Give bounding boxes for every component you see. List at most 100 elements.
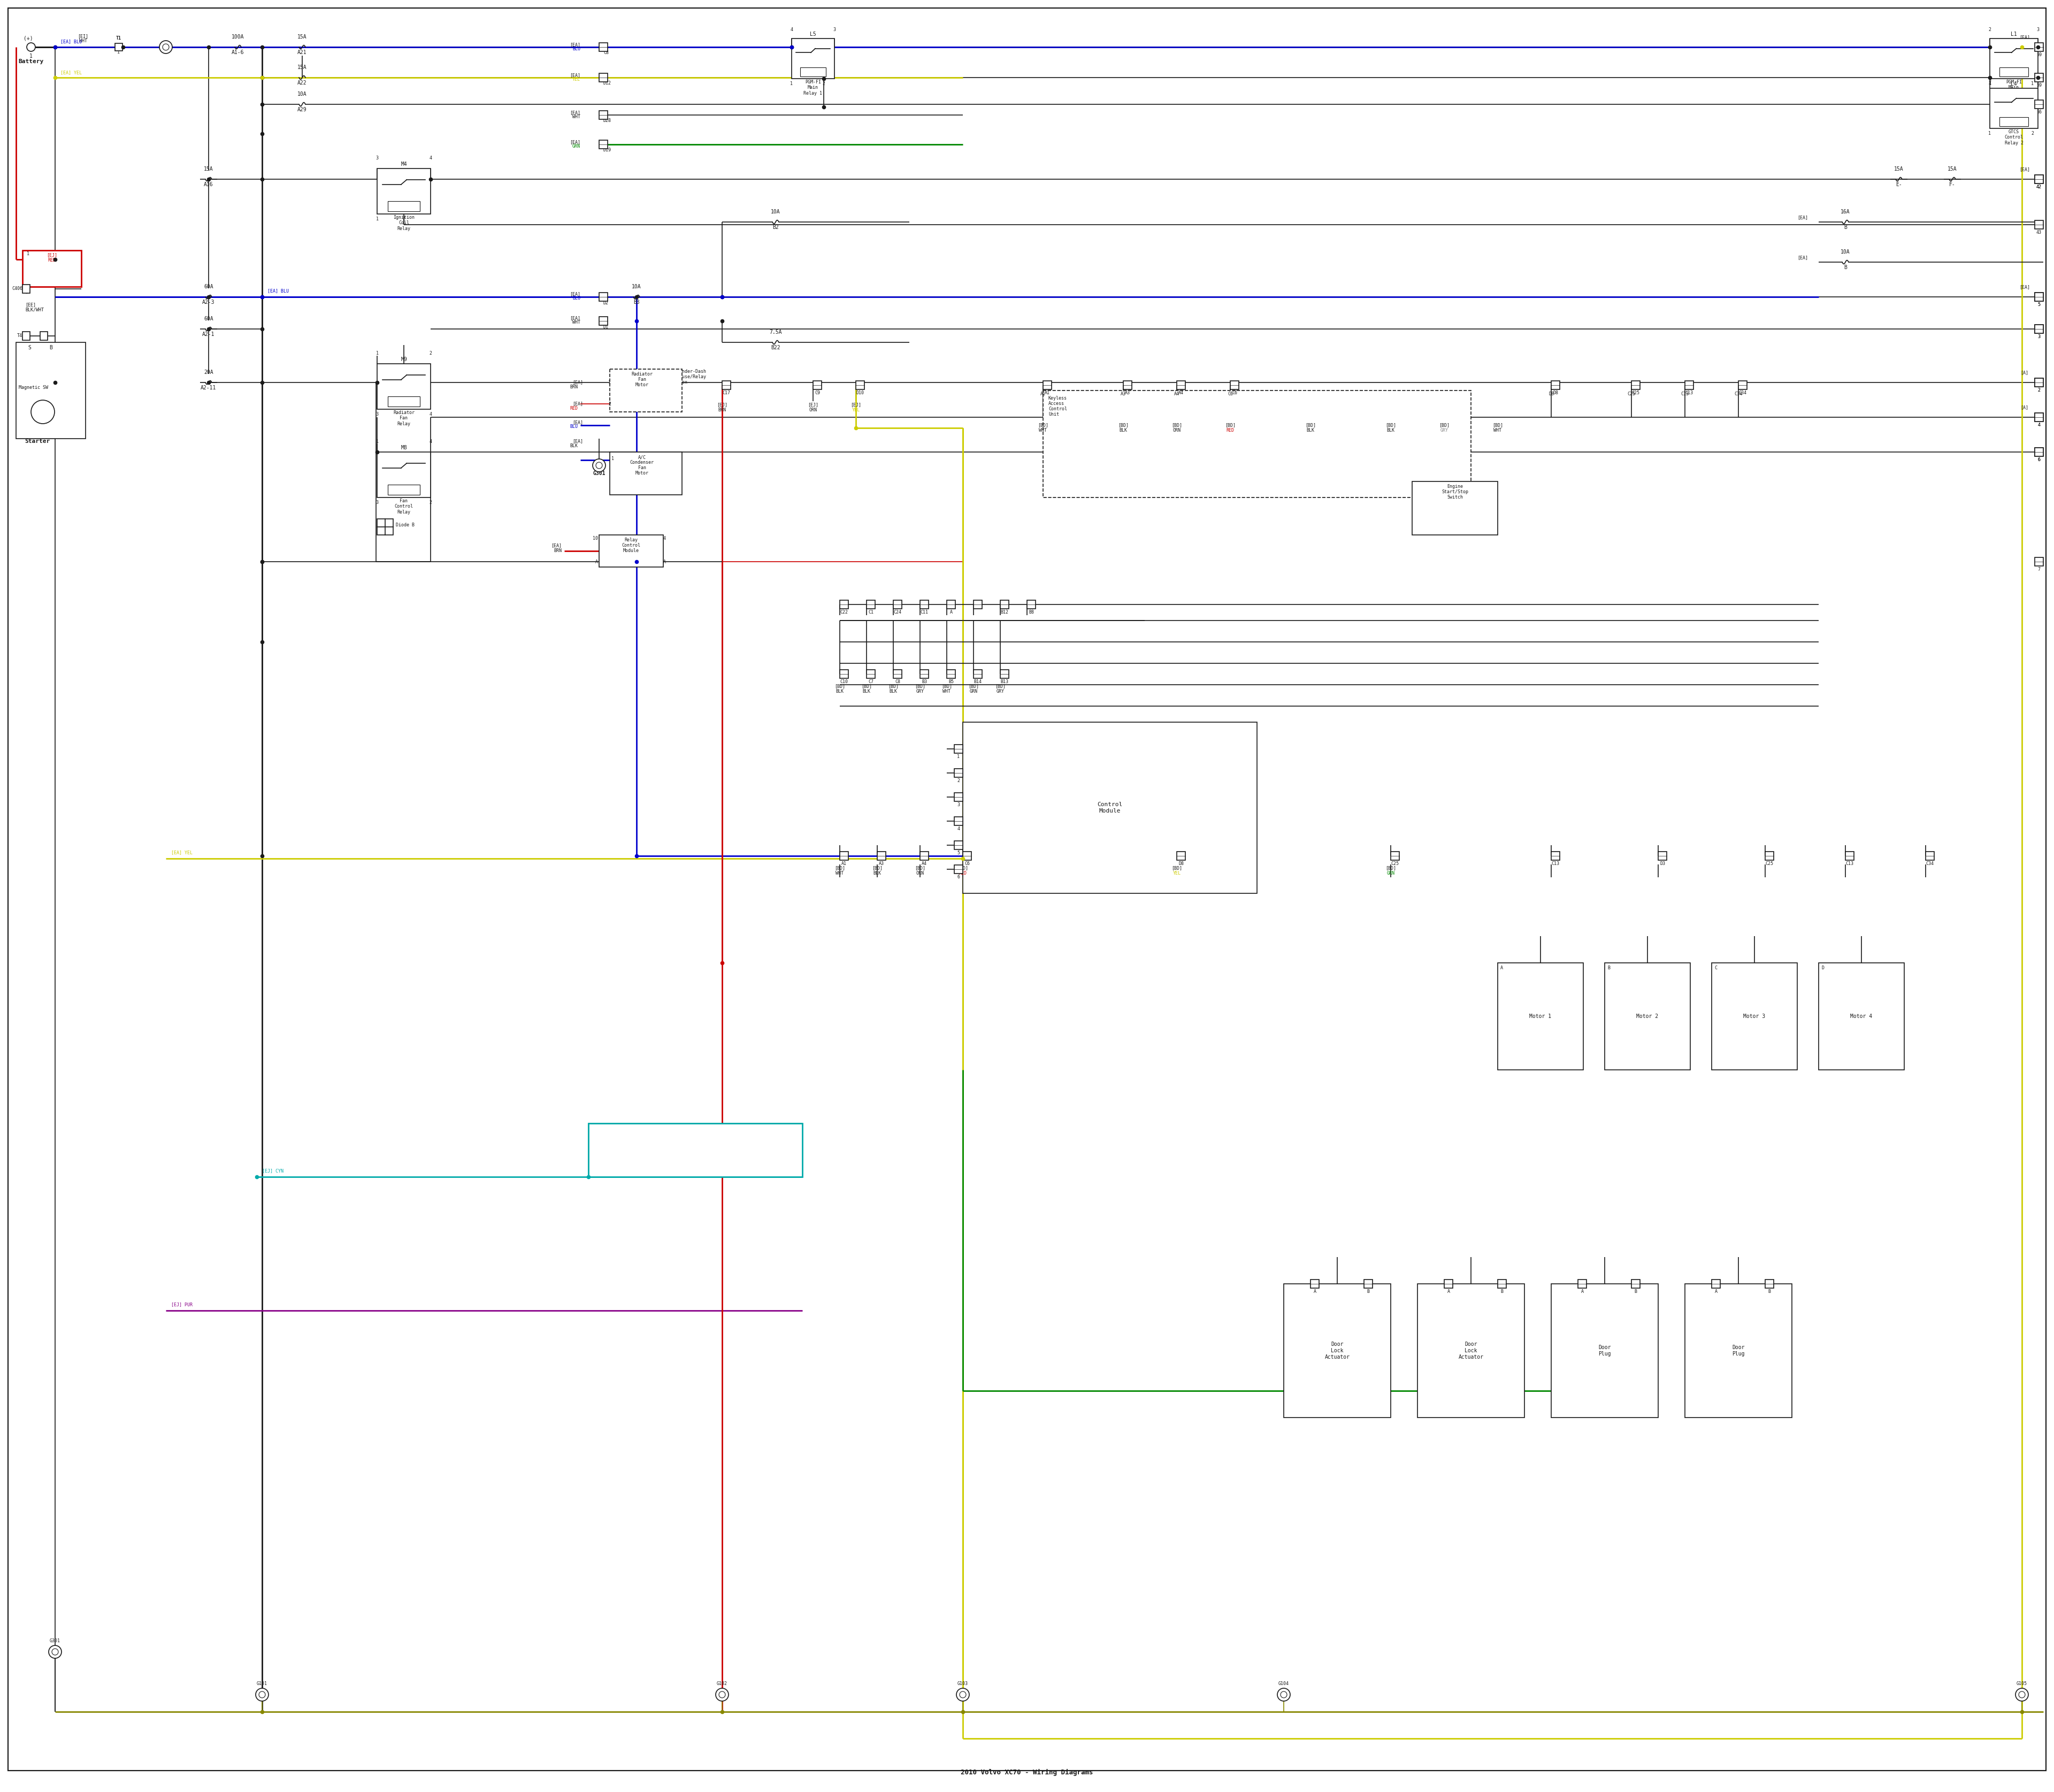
Text: 1: 1 (608, 380, 612, 385)
Text: C13: C13 (1680, 392, 1688, 396)
Bar (1444, 1279, 1452, 1288)
Text: 60A: 60A (203, 285, 214, 289)
Text: Starter: Starter (25, 439, 49, 444)
Text: ORN: ORN (809, 407, 817, 412)
Text: Box: Box (680, 380, 688, 385)
Text: [EA]: [EA] (569, 140, 581, 145)
Text: [EA]: [EA] (2019, 91, 2029, 97)
Bar (893, 670, 902, 679)
Text: [EA] YEL: [EA] YEL (170, 849, 193, 855)
Circle shape (27, 43, 35, 52)
Text: Condenser: Condenser (631, 461, 653, 464)
Text: 4: 4 (957, 826, 959, 831)
Bar (867, 670, 875, 679)
Text: [BD]: [BD] (1304, 423, 1317, 428)
Bar (723, 382, 731, 389)
Text: F-: F- (1949, 181, 1955, 186)
Text: 1: 1 (376, 217, 378, 222)
Bar (1417, 1283, 1524, 1417)
Text: (+): (+) (25, 36, 33, 41)
Bar (600, 111, 608, 120)
Text: 2: 2 (429, 500, 431, 505)
Text: 66: 66 (2036, 109, 2042, 115)
Text: [EE]: [EE] (25, 303, 35, 306)
Text: RED: RED (569, 405, 577, 410)
Text: B5: B5 (949, 679, 953, 685)
Text: Radiator
Fan
Relay: Radiator Fan Relay (392, 410, 415, 426)
Text: A1: A1 (1045, 391, 1050, 396)
Text: Relay: Relay (624, 538, 639, 543)
Bar (600, 73, 608, 82)
Text: WHT: WHT (836, 871, 844, 876)
Bar (378, 520, 392, 536)
Text: GRN: GRN (1386, 871, 1395, 876)
Text: C406: C406 (12, 287, 23, 292)
Text: [EA]: [EA] (573, 401, 583, 407)
Text: 2: 2 (2031, 131, 2033, 136)
Circle shape (49, 1645, 62, 1658)
Circle shape (594, 459, 606, 471)
Bar (388, 201, 419, 211)
Circle shape (31, 400, 55, 423)
Bar (23, 285, 31, 294)
Text: 1: 1 (29, 54, 33, 59)
Bar (2036, 378, 2044, 387)
Bar (955, 866, 963, 873)
Text: WHT: WHT (2021, 97, 2029, 100)
Circle shape (2015, 1688, 2027, 1701)
Text: C13: C13 (1684, 391, 1692, 396)
Bar (2036, 448, 2044, 457)
Text: 6: 6 (957, 874, 959, 880)
Text: 15A: 15A (298, 65, 306, 70)
Text: 1: 1 (612, 457, 614, 461)
Text: 1: 1 (1988, 131, 1990, 136)
Text: A16: A16 (203, 181, 214, 186)
Bar (1631, 382, 1639, 389)
Text: A: A (1448, 1288, 1450, 1294)
Bar (2036, 412, 2044, 421)
Text: [BD]: [BD] (834, 866, 844, 871)
Bar (2036, 43, 2044, 52)
Text: GRN: GRN (969, 688, 978, 694)
Bar (1684, 1283, 1791, 1417)
Text: C11: C11 (920, 609, 928, 615)
Text: B14: B14 (974, 679, 982, 685)
Text: B3: B3 (633, 299, 639, 305)
Text: L5: L5 (809, 32, 815, 38)
Text: C6: C6 (1232, 391, 1237, 396)
Bar (877, 851, 885, 860)
Text: Fuse/Relay: Fuse/Relay (680, 375, 707, 380)
Text: BLK: BLK (836, 688, 844, 694)
Text: B: B (1635, 1288, 1637, 1294)
Bar (2036, 176, 2044, 183)
Text: 1: 1 (791, 81, 793, 86)
Bar (600, 536, 663, 566)
Bar (600, 317, 608, 324)
Text: [BD]: [BD] (1384, 866, 1397, 871)
Text: YEL: YEL (2021, 70, 2029, 73)
Circle shape (160, 41, 173, 54)
Bar (23, 332, 31, 340)
Bar (378, 168, 431, 213)
Text: [BD]: [BD] (861, 683, 871, 688)
Text: D10: D10 (857, 391, 865, 396)
Text: Control: Control (622, 543, 641, 548)
Text: 15A: 15A (298, 34, 306, 39)
Text: C22: C22 (840, 609, 848, 615)
Text: BLU: BLU (2021, 39, 2029, 43)
Text: [EA]: [EA] (1797, 215, 1808, 220)
Text: A: A (1582, 1288, 1584, 1294)
Bar (1043, 382, 1052, 389)
Circle shape (1278, 1688, 1290, 1701)
Bar (1551, 851, 1559, 860)
Bar (840, 600, 848, 609)
Text: Motor: Motor (635, 471, 649, 475)
Bar (1364, 1279, 1372, 1288)
Text: G102: G102 (717, 1681, 727, 1686)
Bar (1497, 962, 1584, 1070)
Text: C7: C7 (869, 679, 873, 685)
Text: 1: 1 (27, 251, 29, 256)
Text: BRN: BRN (555, 548, 561, 554)
Circle shape (2019, 1692, 2025, 1697)
Text: 10: 10 (594, 536, 598, 541)
